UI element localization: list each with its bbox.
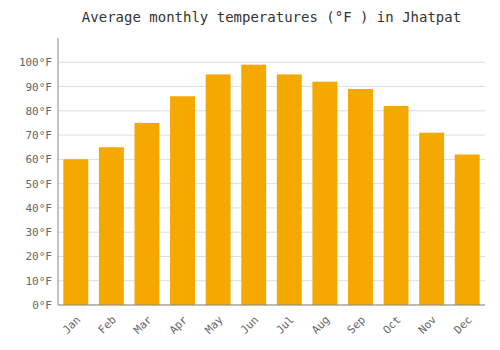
y-tick-label: 30°F bbox=[26, 226, 53, 239]
x-tick-label: May bbox=[202, 313, 226, 337]
bar bbox=[99, 147, 124, 305]
bar bbox=[384, 106, 409, 305]
bar bbox=[312, 82, 337, 305]
chart: Average monthly temperatures (°F ) in Jh… bbox=[0, 0, 500, 350]
y-tick-label: 40°F bbox=[26, 202, 53, 215]
x-tick-label: Nov bbox=[416, 313, 440, 337]
x-tick-label: Oct bbox=[380, 313, 403, 336]
grid-line bbox=[58, 62, 485, 63]
x-tick-label: Dec bbox=[452, 313, 475, 336]
y-tick-label: 0°F bbox=[32, 299, 52, 312]
x-tick-label: Mar bbox=[131, 313, 155, 337]
x-axis-ticks: Jan Feb Mar Apr May Jun Jul Aug Sep Oct Nov Dec bbox=[60, 313, 475, 337]
x-tick-label: Sep bbox=[345, 313, 368, 336]
y-tick-label: 10°F bbox=[26, 275, 53, 288]
y-axis-ticks: 0°F 10°F 20°F 30°F 40°F 50°F 60°F 70°F 80°F 90°F 1… bbox=[19, 56, 52, 312]
grid-line bbox=[58, 86, 485, 87]
bar bbox=[135, 123, 160, 305]
x-tick-label: Jan bbox=[60, 313, 83, 336]
bars bbox=[63, 65, 479, 305]
bar bbox=[63, 159, 88, 305]
bar bbox=[241, 65, 266, 305]
grid-line bbox=[58, 305, 485, 306]
y-axis-line bbox=[58, 38, 59, 305]
x-tick-label: Feb bbox=[96, 313, 119, 336]
x-axis-line bbox=[58, 305, 485, 306]
x-tick-label: Jun bbox=[238, 313, 261, 336]
bar bbox=[206, 74, 231, 305]
bar bbox=[277, 74, 302, 305]
y-tick-label: 100°F bbox=[19, 56, 52, 69]
bar bbox=[170, 96, 195, 305]
bar bbox=[348, 89, 373, 305]
y-tick-label: 20°F bbox=[26, 250, 53, 263]
y-tick-label: 80°F bbox=[26, 105, 53, 118]
x-tick-label: Jul bbox=[274, 313, 297, 336]
x-tick-label: Apr bbox=[167, 313, 191, 337]
grid bbox=[58, 62, 485, 305]
title: Average monthly temperatures (°F ) in Jh… bbox=[82, 9, 461, 25]
y-tick-label: 50°F bbox=[26, 178, 53, 191]
x-tick-label: Aug bbox=[309, 313, 332, 336]
y-tick-label: 90°F bbox=[26, 81, 53, 94]
bar bbox=[455, 155, 480, 305]
y-tick-label: 60°F bbox=[26, 153, 53, 166]
y-tick-label: 70°F bbox=[26, 129, 53, 142]
bar bbox=[419, 133, 444, 305]
grid-line bbox=[58, 110, 485, 111]
